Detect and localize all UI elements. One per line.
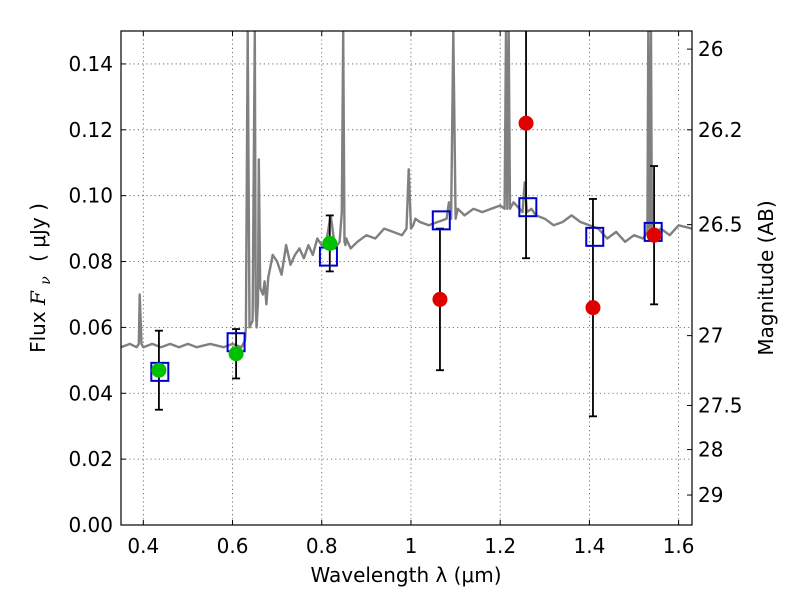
- x-tick-label: 1.6: [663, 534, 695, 558]
- observed-point-red: [432, 291, 448, 307]
- right-tick-label: 26: [698, 37, 723, 61]
- observed-point-green: [228, 346, 244, 362]
- y-tick-labels: 0.00 0.02 0.04 0.06 0.08 0.10 0.12 0.14: [68, 52, 113, 537]
- observed-point-red: [518, 115, 534, 131]
- model-band-square: [431, 210, 451, 231]
- y-axis-label-unit: ( μJy ): [26, 203, 50, 262]
- right-tick-label: 27: [698, 324, 723, 348]
- y-tick-label: 0.10: [68, 184, 113, 208]
- y-tick-label: 0.00: [68, 513, 113, 537]
- right-tick-labels: 26 26.2 26.5 27 27.5 28 29: [698, 37, 743, 507]
- y-tick-label: 0.02: [68, 447, 113, 471]
- observed-point-red: [646, 227, 662, 243]
- y-axis-label-subscript: ν: [38, 276, 54, 285]
- y-tick-label: 0.14: [68, 52, 113, 76]
- y-axis-label-right: Magnitude (AB): [754, 200, 778, 355]
- model-band-square: [518, 197, 538, 218]
- y-axis-label-symbol: F: [26, 290, 50, 306]
- x-tick-label: 1: [405, 534, 418, 558]
- model-band-square: [585, 226, 605, 247]
- x-tick-label: 1.2: [484, 534, 516, 558]
- y-axis-label-prefix: Flux: [26, 305, 50, 353]
- y-axis-label-left: Flux F ν ( μJy ): [26, 203, 55, 353]
- y-tick-label: 0.06: [68, 315, 113, 339]
- y-tick-label: 0.12: [68, 118, 113, 142]
- observed-point-green: [322, 235, 338, 251]
- right-tick-label: 26.5: [698, 213, 743, 237]
- x-axis-label: Wavelength λ (μm): [310, 563, 501, 587]
- plot-frame: [120, 30, 693, 526]
- x-tick-label: 0.8: [306, 534, 338, 558]
- right-tick-label: 26.2: [698, 118, 743, 142]
- x-tick-label: 1.4: [573, 534, 605, 558]
- observed-point-red: [585, 300, 601, 316]
- x-tick-label: 0.6: [217, 534, 249, 558]
- observed-point-green: [151, 362, 167, 378]
- axis-ticks: [121, 31, 692, 526]
- y-tick-label: 0.04: [68, 381, 113, 405]
- right-tick-label: 27.5: [698, 393, 743, 417]
- model-spectrum-line: [121, 31, 692, 349]
- x-tick-labels: 0.4 0.6 0.8 1 1.2 1.4 1.6: [127, 534, 694, 558]
- grid: [121, 31, 692, 526]
- plot-area: [121, 31, 692, 418]
- right-tick-label: 29: [698, 483, 723, 507]
- right-tick-label: 28: [698, 438, 723, 462]
- y-tick-label: 0.08: [68, 250, 113, 274]
- x-tick-label: 0.4: [127, 534, 159, 558]
